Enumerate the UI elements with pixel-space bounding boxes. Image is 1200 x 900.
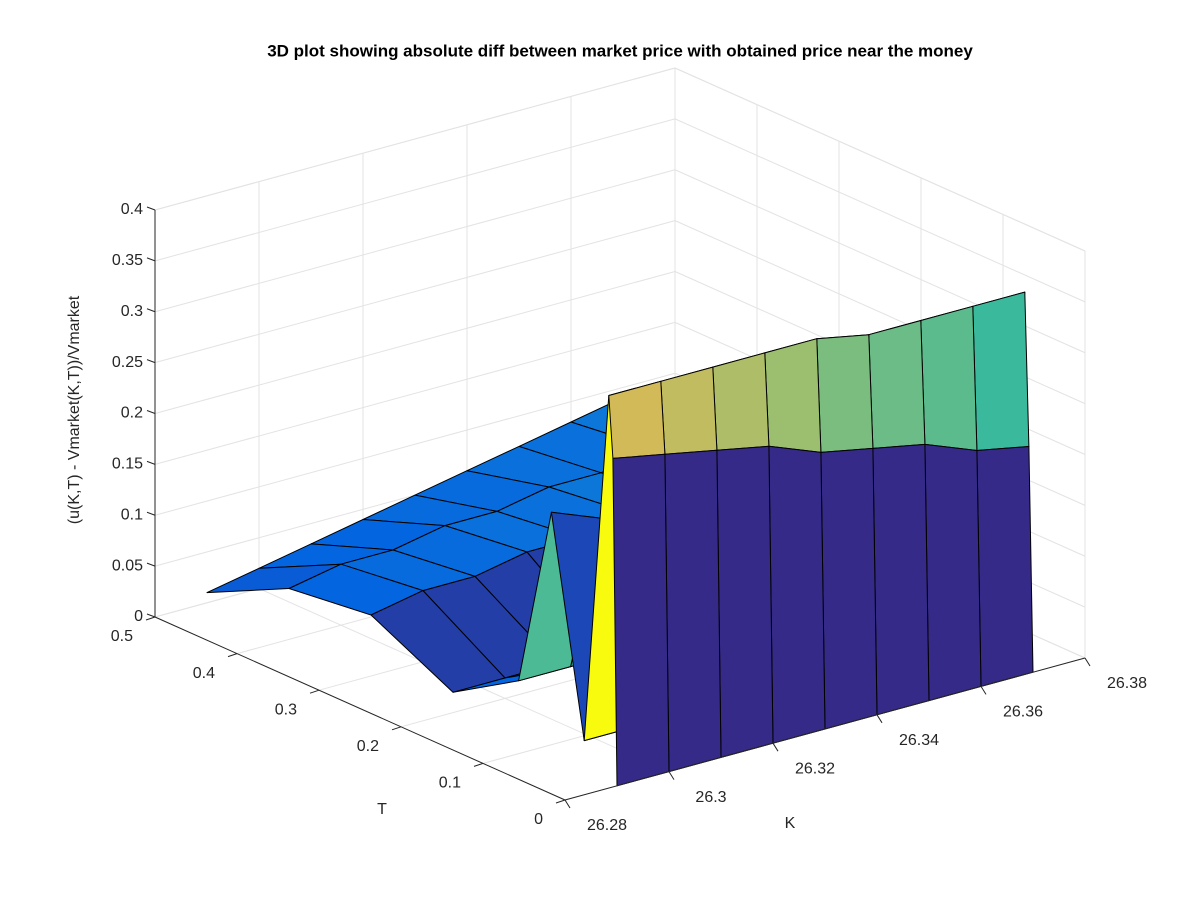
surface-face (660, 366, 718, 455)
y-tick-label: 0.4 (193, 665, 215, 682)
y-tick (473, 762, 484, 767)
surface-face (820, 447, 878, 730)
y-tick-label: 0.1 (439, 775, 461, 792)
y-tick-label: 0.2 (357, 738, 379, 755)
y-tick-label: 0 (534, 811, 543, 828)
box-edge (674, 67, 1086, 252)
z-tick-label: 0.1 (121, 506, 143, 523)
y-tick-label: 0.5 (111, 628, 133, 645)
x-tick-label: 26.34 (899, 732, 939, 749)
grid-line (154, 271, 676, 414)
z-axis-label: (u(K,T) - Vmarket(K,T))/Vmarket (66, 295, 83, 524)
x-tick-label: 26.38 (1107, 675, 1147, 692)
y-tick (309, 689, 320, 694)
z-tick (146, 257, 156, 262)
y-tick-label: 0.3 (275, 701, 297, 718)
surface-face (972, 291, 1030, 451)
surface-face (608, 380, 666, 459)
grid-line (154, 118, 676, 262)
z-tick (146, 613, 156, 618)
z-tick (146, 359, 156, 364)
y-axis-label: T (377, 801, 387, 818)
x-tick-label: 26.32 (795, 760, 835, 777)
y-tick (391, 726, 402, 731)
x-tick (876, 714, 883, 724)
x-tick (668, 771, 675, 780)
y-tick (555, 799, 566, 804)
grid-line (674, 118, 1086, 303)
axes: 26.28 26.3 26.32 26.34 26.36 26.38 0 0.1 0.2 0.3 0… (111, 201, 1147, 834)
x-tick-label: 26.28 (587, 817, 627, 834)
x-axis (564, 657, 1086, 801)
z-tick (146, 511, 156, 516)
x-tick-label: 26.36 (1003, 704, 1043, 721)
z-tick-label: 0.35 (112, 252, 143, 269)
grid-line (154, 321, 676, 465)
surface-face (764, 338, 822, 453)
z-tick-label: 0 (134, 608, 143, 625)
z-tick (146, 206, 156, 211)
x-tick-label: 26.3 (695, 789, 726, 806)
z-tick-label: 0.4 (121, 201, 143, 218)
z-tick-label: 0.05 (112, 557, 143, 574)
surface-face (924, 443, 982, 702)
z-tick-label: 0.3 (121, 303, 143, 320)
surface-face (612, 453, 670, 787)
surface-face (768, 445, 826, 744)
y-tick (227, 653, 238, 658)
grid-line (154, 220, 676, 364)
surface-face (816, 334, 874, 453)
grid-line (154, 372, 676, 516)
surface-face (920, 305, 978, 451)
x-tick (980, 686, 987, 695)
box-edge (154, 67, 676, 211)
surface-face (872, 443, 930, 716)
surface-face (868, 320, 926, 449)
surface-face (664, 449, 722, 773)
z-tick (146, 460, 156, 465)
chart-title: 3D plot showing absolute diff between ma… (267, 41, 973, 60)
z-tick-label: 0.2 (121, 405, 143, 422)
y-tick (145, 616, 156, 621)
x-tick (1084, 657, 1091, 667)
surface-face (716, 445, 774, 758)
z-tick (146, 562, 156, 567)
z-tick-label: 0.25 (112, 354, 143, 371)
x-tick (564, 799, 571, 809)
surface-face (712, 352, 770, 451)
y-axis (154, 616, 566, 801)
z-tick-label: 0.15 (112, 456, 143, 473)
grid-line (154, 169, 676, 313)
z-tick (146, 410, 156, 414)
z-tick (146, 308, 156, 313)
x-axis-label: K (785, 815, 796, 832)
x-tick (772, 742, 779, 752)
surface-face (976, 446, 1034, 687)
